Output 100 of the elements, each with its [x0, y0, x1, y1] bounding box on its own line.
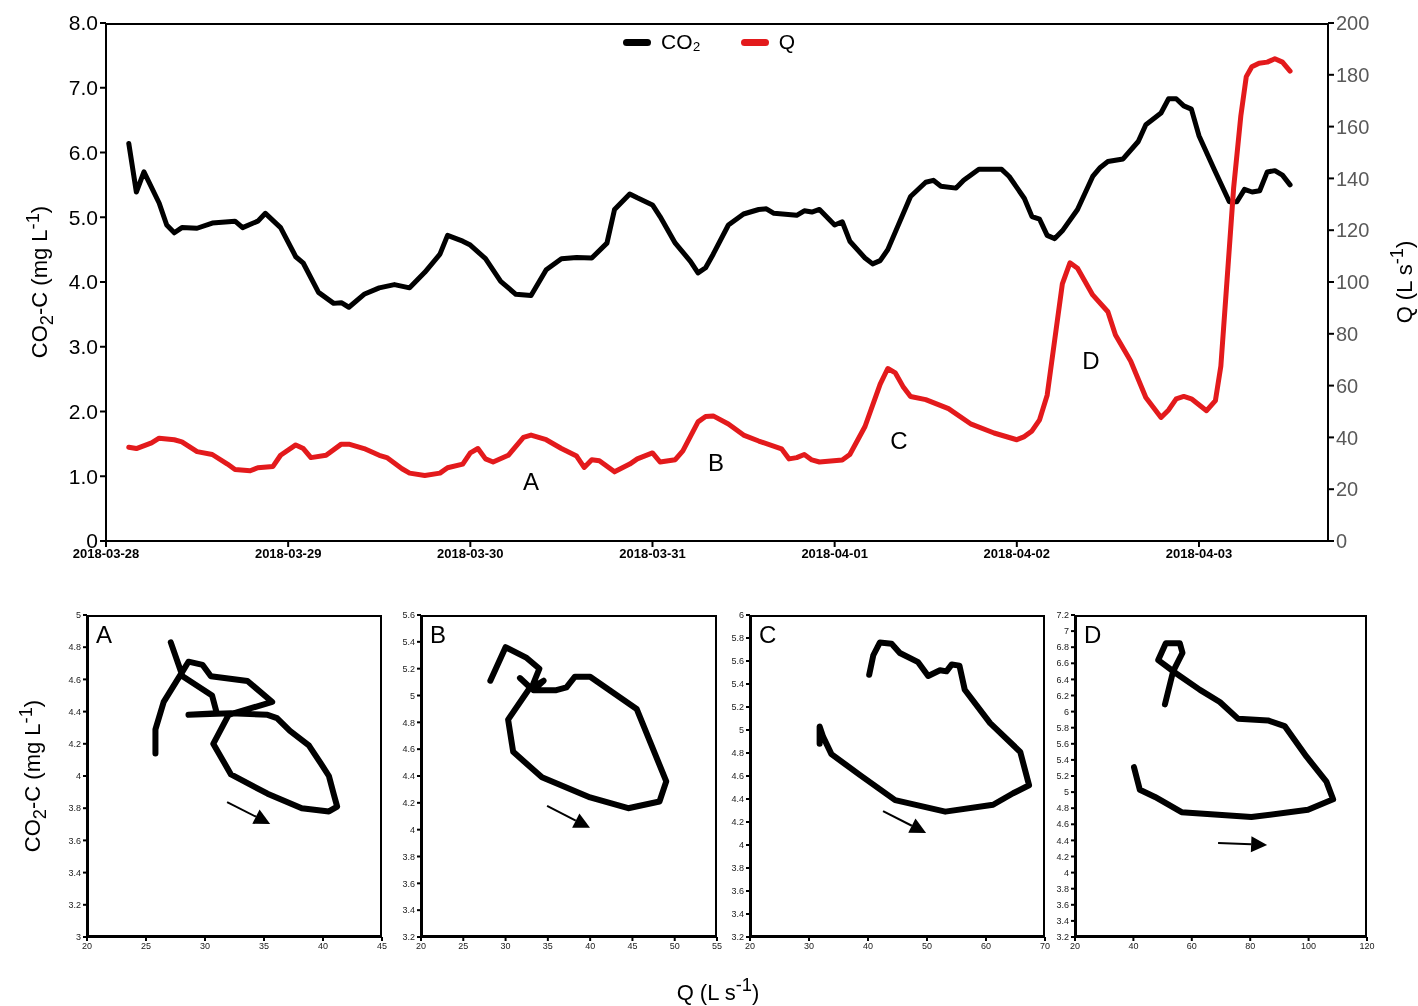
x-tick-label: 120 [1359, 941, 1375, 952]
y2-tick-label: 40 [1336, 426, 1359, 449]
y-tick-label: 5.6 [1056, 738, 1069, 749]
y2-tick-label: 160 [1336, 115, 1370, 138]
y-tick-label: 5.2 [402, 663, 415, 674]
y-tick-label: 3.2 [68, 899, 81, 910]
x-tick-label: 45 [376, 941, 388, 952]
y-tick-label: 5.6 [731, 656, 744, 667]
y-tick-label: 5.8 [731, 633, 744, 644]
annotation: A [522, 468, 540, 496]
x-tick-label: 30 [803, 941, 815, 952]
y-tick-label: 3.6 [68, 835, 81, 846]
y-tick-label: 4.2 [1056, 851, 1069, 862]
x-tick-label: 50 [921, 941, 933, 952]
x-tick-label: 60 [1186, 941, 1197, 952]
x-tick-label: 35 [542, 941, 553, 952]
x-tick-label: 40 [317, 941, 329, 952]
x-tick-label: 30 [500, 941, 511, 952]
x-tick-label: 40 [862, 941, 874, 952]
x-tick-label: 40 [585, 941, 596, 952]
y-tick-label: 3.4 [1056, 916, 1069, 927]
y-tick-label: 5.8 [1056, 722, 1069, 733]
y-tick-label: 4.2 [402, 798, 415, 809]
annotation: C [890, 427, 908, 455]
y-tick-label: 5.2 [731, 702, 744, 713]
y-tick-label: 5.4 [402, 637, 415, 648]
y2-tick-label: 200 [1336, 12, 1370, 35]
y-tick-label: 3.0 [68, 335, 98, 359]
y-tick-label: 4.6 [731, 771, 744, 782]
y2-tick-label: 180 [1336, 63, 1370, 86]
x-tick-label: 40 [1128, 941, 1139, 952]
y-tick-label: 6 [1063, 706, 1069, 717]
annotation: D [1082, 347, 1100, 375]
x-tick-label: 100 [1301, 941, 1317, 952]
y-tick-label: 3.8 [1056, 883, 1069, 894]
x-tick-label: 70 [1039, 941, 1051, 952]
y-tick-label: 5 [738, 725, 744, 736]
y-tick-label: 3.4 [731, 909, 744, 920]
x-tick-label: 35 [258, 941, 270, 952]
y-tick-label: 4 [1063, 867, 1069, 878]
y-tick-label: 4.8 [402, 717, 415, 728]
y-tick-label: 3.8 [68, 803, 81, 814]
y-tick-label: 5 [409, 690, 415, 701]
y-tick-label: 3.4 [68, 867, 81, 878]
y-tick-label: 3.2 [731, 932, 744, 943]
y-tick-label: 4.6 [68, 674, 81, 685]
y-tick-label: 4.4 [1056, 835, 1069, 846]
y2-tick-label: 60 [1336, 374, 1359, 397]
y-tick-label: 8.0 [68, 11, 98, 35]
legend-label: CO₂ [661, 30, 701, 54]
annotation: B [707, 449, 725, 477]
x-tick-label: 55 [711, 941, 723, 952]
y-tick-label: 4.6 [1056, 819, 1069, 830]
y-tick-label: 6.0 [68, 140, 98, 164]
y-tick-label: 3.4 [402, 905, 415, 916]
y-tick-label: 3.8 [731, 863, 744, 874]
x-tick-label: 50 [669, 941, 680, 952]
y-tick-label: 7 [1063, 626, 1069, 637]
x-tick-label: 20 [1069, 941, 1081, 952]
y-tick-label: 5.6 [402, 610, 415, 621]
x-tick-label: 20 [415, 941, 427, 952]
y-tick-label: 4.2 [68, 738, 81, 749]
y-tick-label: 4.6 [402, 744, 415, 755]
y-tick-label: 3.2 [1056, 932, 1069, 943]
y-tick-label: 5 [75, 610, 81, 621]
x-tick-label: 20 [744, 941, 756, 952]
x-tick-label: 2018-04-01 [801, 546, 868, 562]
y2-tick-label: 20 [1336, 478, 1359, 501]
x-tick-label: 2018-03-30 [437, 546, 504, 562]
y-tick-label: 4.8 [1056, 803, 1069, 814]
y-tick-label: 4.8 [731, 748, 744, 759]
y-tick-label: 3.8 [402, 851, 415, 862]
annotation: D [1084, 621, 1102, 649]
x-tick-label: 2018-03-31 [619, 546, 686, 562]
y-tick-label: 3.6 [402, 878, 415, 889]
y-tick-label: 6 [738, 610, 744, 621]
y-tick-label: 6.6 [1056, 658, 1069, 669]
y-tick-label: 5 [1063, 787, 1069, 798]
x-tick-label: 25 [458, 941, 469, 952]
y-tick-label: 7.0 [68, 76, 98, 100]
x-tick-label: 20 [81, 941, 93, 952]
y-tick-label: 3 [75, 932, 81, 943]
y-tick-label: 4.4 [402, 771, 415, 782]
x-tick-label: 2018-04-02 [983, 546, 1051, 562]
y-tick-label: 5.2 [1056, 771, 1069, 782]
annotation: B [430, 621, 447, 649]
y-tick-label: 3.2 [402, 932, 415, 943]
y-tick-label: 5.4 [1056, 755, 1069, 766]
y2-tick-label: 140 [1336, 167, 1370, 190]
y-tick-label: 4 [75, 771, 81, 782]
y-tick-label: 6.8 [1056, 642, 1069, 653]
x-tick-label: 25 [140, 941, 152, 952]
y-tick-label: 3.6 [1056, 899, 1069, 910]
y-tick-label: 2.0 [68, 399, 98, 423]
y-tick-label: 6.4 [1056, 674, 1069, 685]
legend-label: Q [778, 30, 795, 54]
x-axis-title: Q (L s$^{-1}$) [676, 974, 760, 1006]
y-tick-label: 4 [738, 840, 744, 851]
y-tick-label: 4.2 [731, 817, 744, 828]
y-tick-label: 4.4 [68, 706, 81, 717]
